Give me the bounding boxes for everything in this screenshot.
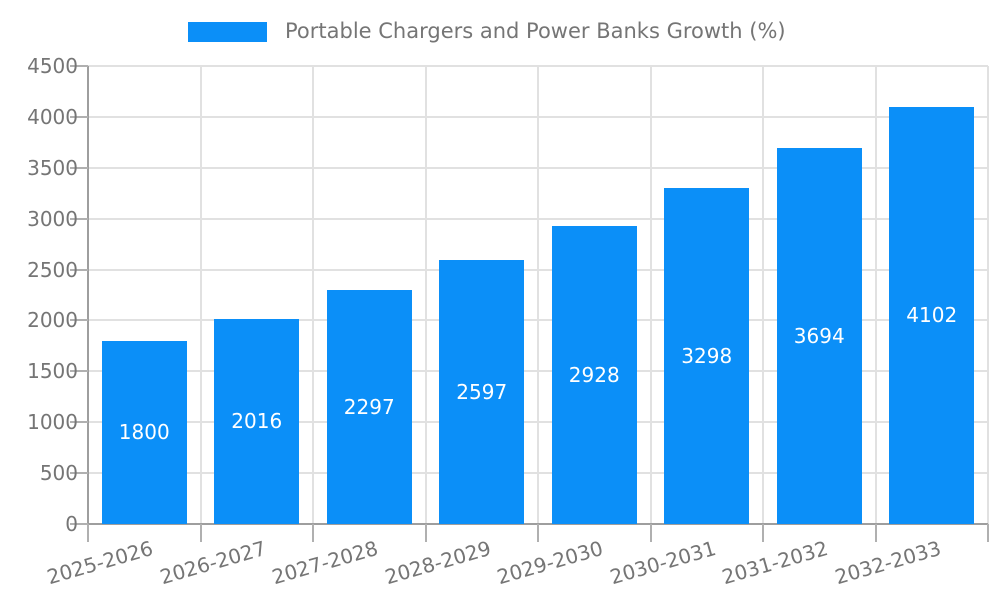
x-axis-tick: [87, 524, 89, 542]
y-tick-label: 4000: [27, 104, 78, 129]
y-axis-tick: [70, 319, 88, 322]
x-tick-label: 2025-2026: [44, 536, 156, 590]
x-axis-tick: [312, 524, 314, 542]
y-axis-tick: [70, 523, 88, 525]
v-gridline: [649, 66, 652, 524]
y-tick-label: 3000: [27, 206, 78, 231]
bar-value-label: 3298: [681, 344, 733, 369]
x-tick-label: 2032-2033: [831, 536, 944, 590]
x-tick-label: 2031-2032: [719, 536, 831, 590]
x-tick-label: 2027-2028: [269, 536, 381, 590]
y-tick-label: 500: [39, 461, 78, 486]
chart-bar[interactable]: [664, 188, 750, 524]
chart-bar[interactable]: [101, 340, 187, 524]
y-axis-tick: [70, 166, 88, 169]
bar-value-label: 2297: [343, 395, 395, 420]
chart-bar[interactable]: [551, 225, 637, 524]
x-tick-label: 2026-2027: [156, 536, 269, 590]
y-axis-tick: [70, 268, 88, 271]
legend-swatch[interactable]: [188, 22, 267, 42]
x-axis-tick: [649, 524, 652, 542]
chart-title: Portable Chargers and Power Banks Growth…: [285, 19, 786, 43]
bar-value-label: 2597: [456, 379, 508, 404]
y-tick-label: 1500: [27, 359, 78, 384]
x-axis-tick: [424, 524, 427, 542]
v-gridline: [537, 66, 539, 524]
y-tick-label: 0: [65, 512, 78, 536]
chart-bar[interactable]: [776, 148, 862, 524]
x-axis-tick: [762, 524, 764, 542]
chart-bar[interactable]: [889, 106, 975, 524]
y-tick-label: 2000: [27, 308, 78, 333]
v-gridline: [199, 66, 202, 524]
x-axis-tick: [874, 524, 877, 542]
y-axis-tick: [70, 217, 88, 220]
v-gridline: [312, 66, 314, 524]
x-axis-tick: [987, 524, 989, 542]
bar-value-label: 1800: [118, 420, 170, 445]
chart-bar[interactable]: [439, 259, 525, 524]
x-tick-label: 2029-2030: [494, 536, 606, 590]
bar-value-label: 3694: [793, 324, 845, 349]
y-tick-label: 3500: [27, 155, 78, 180]
y-axis-tick: [70, 472, 88, 475]
y-axis-tick: [70, 65, 88, 67]
v-gridline: [874, 66, 877, 524]
y-axis-tick: [70, 370, 88, 373]
y-axis-tick: [70, 421, 88, 424]
y-tick-label: 2500: [27, 257, 78, 282]
v-gridline: [762, 66, 764, 524]
y-tick-label: 4500: [27, 54, 78, 78]
x-tick-label: 2028-2029: [381, 536, 494, 590]
bar-value-label: 2928: [568, 362, 620, 387]
y-tick-label: 1000: [27, 410, 78, 435]
bar-value-label: 4102: [906, 303, 958, 328]
bar-value-label: 2016: [231, 409, 283, 434]
plot-area: [88, 65, 989, 524]
v-gridline: [987, 66, 989, 524]
x-tick-label: 2030-2031: [606, 536, 719, 590]
x-axis-tick: [537, 524, 539, 542]
chart-bar[interactable]: [326, 290, 412, 524]
v-gridline: [424, 66, 427, 524]
y-axis-line: [87, 66, 89, 524]
chart-bar[interactable]: [214, 318, 300, 524]
x-axis-tick: [199, 524, 202, 542]
y-axis-tick: [70, 115, 88, 118]
